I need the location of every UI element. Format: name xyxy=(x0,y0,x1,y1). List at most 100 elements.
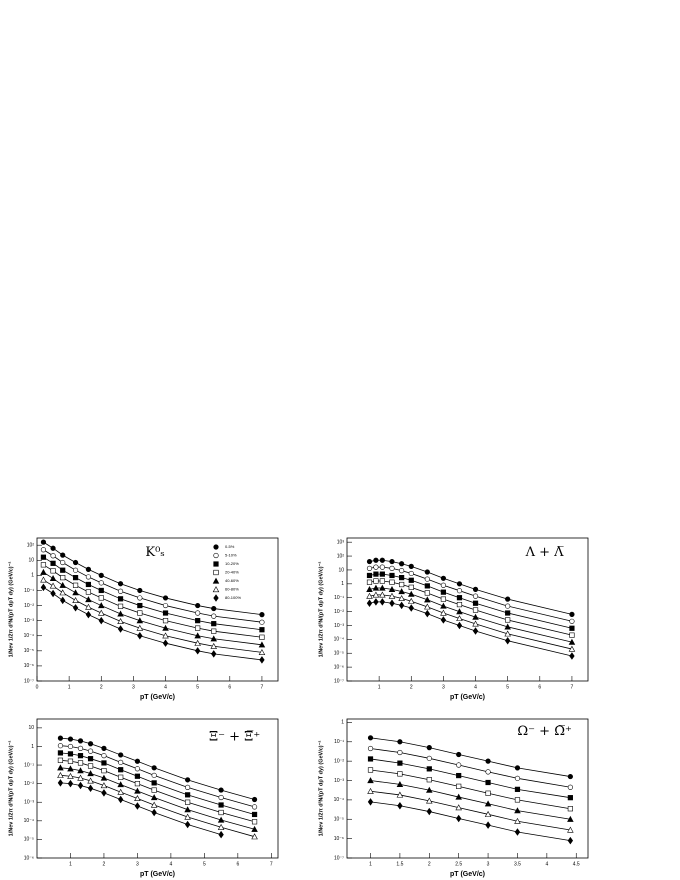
marker xyxy=(134,802,141,810)
marker xyxy=(162,595,169,601)
x-tick-label: 0 xyxy=(36,684,39,690)
marker xyxy=(408,563,414,569)
marker xyxy=(440,602,447,609)
x-tick-label: 2.5 xyxy=(455,861,462,867)
marker xyxy=(151,780,157,786)
fit-curve xyxy=(60,782,222,836)
legend-marker xyxy=(213,594,219,602)
marker xyxy=(87,741,94,747)
y-tick-label: 10⁻⁶ xyxy=(334,664,344,670)
marker xyxy=(569,611,575,617)
x-tick-label: 1 xyxy=(378,684,381,690)
marker xyxy=(77,745,84,751)
marker xyxy=(101,789,107,797)
y-tick-label: 10² xyxy=(27,543,35,549)
marker xyxy=(367,735,374,741)
chart-title: Λ + Λ̅ xyxy=(525,545,565,560)
marker xyxy=(162,639,169,647)
y-tick-label: 10⁻⁶ xyxy=(334,836,344,842)
marker xyxy=(210,642,217,649)
marker xyxy=(59,589,66,596)
fit-curve xyxy=(43,579,262,653)
y-tick-label: 10⁻⁶ xyxy=(24,663,34,669)
marker xyxy=(514,807,521,814)
marker xyxy=(408,590,415,597)
marker xyxy=(456,814,462,823)
marker xyxy=(426,777,432,783)
marker xyxy=(101,745,107,751)
marker xyxy=(50,560,56,566)
marker xyxy=(137,602,143,609)
marker xyxy=(185,777,191,783)
marker xyxy=(57,779,64,787)
plot-frame xyxy=(346,537,589,682)
marker xyxy=(484,800,492,807)
marker xyxy=(367,767,374,773)
marker xyxy=(424,603,431,610)
marker xyxy=(67,743,74,750)
marker xyxy=(373,557,379,563)
marker xyxy=(40,568,47,575)
marker xyxy=(77,781,84,790)
marker xyxy=(101,768,107,774)
marker xyxy=(440,609,447,616)
marker xyxy=(77,753,84,759)
marker xyxy=(456,762,462,768)
marker xyxy=(389,599,395,607)
y-axis-label: 1/Nev 1/2π d²N/(pT dpT dy) (GeV/c)⁻² xyxy=(317,740,324,836)
marker xyxy=(60,575,66,581)
x-tick-label: 4.5 xyxy=(573,861,580,867)
marker xyxy=(98,580,104,586)
marker xyxy=(49,575,57,582)
legend-marker xyxy=(213,544,219,550)
marker xyxy=(162,618,169,624)
marker xyxy=(367,745,374,752)
plot-frame xyxy=(36,718,279,859)
x-tick-label: 5 xyxy=(196,684,199,690)
y-tick-label: 10⁻⁵ xyxy=(334,651,344,657)
marker xyxy=(389,558,395,565)
marker xyxy=(50,553,56,559)
panel: 10³ 10² 10 1 10⁻¹ 10⁻² 10⁻³ 10⁻⁴ 10⁻⁵ 10⁻⁶ 10⁻⁷ 1 2 3… xyxy=(317,537,589,701)
marker xyxy=(389,572,395,579)
marker xyxy=(426,797,433,804)
y-tick-label: 10⁻³ xyxy=(334,778,344,784)
x-tick-label: 6 xyxy=(538,684,541,690)
marker xyxy=(98,616,104,625)
marker xyxy=(72,589,79,596)
fit-curve xyxy=(43,571,262,646)
x-tick-label: 3 xyxy=(132,684,135,690)
panel: 10² 10 1 10⁻¹ 10⁻² 10⁻³ 10⁻⁴ 10⁻⁵ 10⁻⁶ 10⁻⁷0 1 2 3 4 5… xyxy=(7,537,279,701)
marker xyxy=(118,752,124,758)
x-tick-label: 7 xyxy=(261,684,264,690)
marker xyxy=(567,815,574,822)
marker xyxy=(251,825,258,832)
marker xyxy=(456,615,463,622)
marker xyxy=(372,591,380,598)
marker xyxy=(440,575,447,581)
y-tick-label: 10⁻⁴ xyxy=(334,637,344,643)
x-axis-label: pT (GeV/c) xyxy=(450,871,485,878)
marker xyxy=(118,774,124,780)
marker xyxy=(49,582,57,589)
x-tick-label: 3 xyxy=(487,861,490,867)
x-tick-label: 2 xyxy=(410,684,413,690)
marker xyxy=(379,591,386,598)
marker xyxy=(398,595,405,602)
marker xyxy=(57,757,64,763)
marker xyxy=(379,571,385,577)
marker xyxy=(505,617,511,623)
panel: 1 10⁻¹ 10⁻² 10⁻³ 10⁻⁴ 10⁻⁵ 10⁻⁶ 10⁻⁷ 1 1.5 2 2.5 3 3.… xyxy=(317,718,589,878)
marker xyxy=(72,604,79,612)
x-axis-label: pT (GeV/c) xyxy=(140,871,175,878)
x-tick-label: 7 xyxy=(571,684,574,690)
y-tick-label: 10⁻² xyxy=(24,603,34,609)
marker xyxy=(251,811,258,818)
marker xyxy=(117,610,124,617)
marker xyxy=(72,597,79,603)
marker xyxy=(379,598,386,606)
marker xyxy=(87,770,94,777)
marker xyxy=(366,565,373,571)
marker xyxy=(567,773,573,780)
marker xyxy=(40,554,47,560)
